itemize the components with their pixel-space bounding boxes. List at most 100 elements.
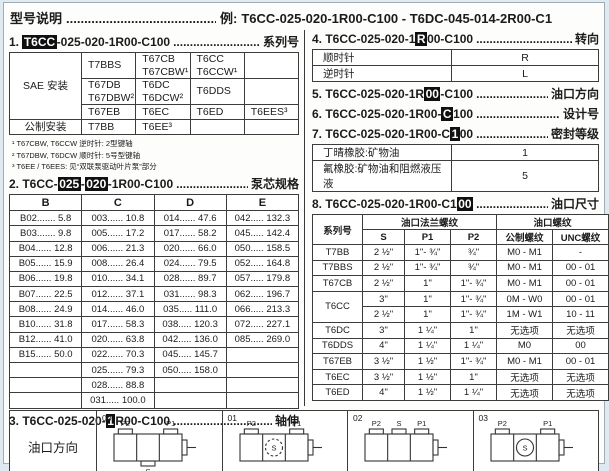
table-cell: 1" (450, 321, 497, 339)
table-cell: 020...... 66.0 (153, 240, 227, 257)
port-diagrams: 00 P2 P1 S 01 P2 P1 S 02 P2 S P1 03 P2 P1 S (97, 411, 598, 471)
table-row: B06...... 19.8 010...... 34.1 028...... 89… (8, 270, 300, 288)
section-heading-7: 7. T6CC-025-020-1R00-C 1 00 ..............… (312, 125, 599, 142)
model-code-text: 2. T6CC- (9, 177, 58, 192)
pump-outline-drawing: P2 P1 S (490, 419, 573, 462)
section-heading-2: 2. T6CC- 025-020 -1R00-C100 ..............… (9, 175, 299, 192)
model-code-text: -1R00-C100 (107, 177, 174, 192)
table-cell (8, 361, 83, 379)
table-row: 氟橡胶:矿物油和阻燃液压液 5 (312, 160, 599, 192)
table-row: T7BB 2 ½" 1"- ¾" ¾" M0 - M1- (312, 244, 609, 261)
series-cell: T67CB T67CBW¹ (135, 51, 191, 80)
table-cell: 2 ½" (362, 306, 405, 323)
table-cell: 003...... 10.8 (81, 210, 155, 227)
model-code-highlight: 00 (424, 87, 441, 101)
svg-text:S: S (146, 467, 151, 471)
table-cell: 057..... 179.8 (225, 270, 300, 288)
series-table: SAE 安装 T7BBS T67CB T67CBW¹ T6CC T6CCW¹ T… (9, 51, 300, 136)
table-cell: ¾" (450, 259, 497, 277)
svg-text:S: S (397, 419, 402, 428)
table-cell: 022...... 70.3 (81, 346, 155, 364)
svg-text:P1: P1 (417, 419, 426, 428)
table-cell: 052..... 164.8 (225, 255, 300, 272)
table-cell: 006...... 21.3 (81, 240, 155, 257)
table-row: B05...... 15.9 008...... 26.4 024...... 79… (8, 255, 300, 272)
svg-text:S: S (522, 444, 527, 453)
column-group-flange: 油口法兰螺纹 (362, 214, 497, 230)
model-code-highlight: 00 (456, 197, 474, 211)
table-cell: 050..... 158.5 (225, 240, 300, 257)
leader-dots: ........................................… (476, 197, 548, 211)
two-column-area: 1. T6CC -025-020-1R00-C100 ..............… (8, 30, 609, 428)
cartridge-size-table: B C D E B02....... 5.8 003...... 10.8 014.… (8, 194, 300, 409)
table-cell: T6EC (312, 368, 363, 386)
mount-metric-cell: 公制安装 (9, 119, 82, 136)
section-heading-8: 8. T6CC-025-020-1R00-C1 00 ..............… (312, 195, 599, 212)
table-row: B10...... 31.8 017...... 58.3 038..... 120… (8, 316, 300, 333)
table-cell: 3 ½" (362, 368, 405, 386)
svg-text:P2: P2 (372, 419, 381, 428)
table-cell: 无选项 (496, 321, 553, 339)
table-cell: 00 - 01 (551, 353, 609, 370)
table-cell: 1 (451, 144, 599, 161)
model-code-text: 6. T6CC-025-020-1R00- (312, 107, 442, 121)
table-header-row: B C D E (8, 194, 300, 212)
table-cell: 028...... 88.8 (81, 377, 155, 394)
table-cell: B03....... 9.8 (8, 225, 83, 242)
table-row: 028...... 88.8 (8, 377, 300, 394)
table-cell: T7BB (312, 244, 363, 261)
model-code-highlight: 020 (84, 177, 108, 192)
table-row: B08...... 24.9 014...... 46.0 035..... 111… (8, 301, 300, 318)
diagram-id: 02 (353, 413, 363, 423)
table-cell: 1"- ¾" (404, 244, 451, 261)
column-header-p1: P1 (404, 229, 451, 245)
leader-dots: ........................................… (173, 35, 260, 49)
left-column: 1. T6CC -025-020-1R00-C100 ..............… (8, 30, 305, 428)
page-content: 型号说明 ...................................… (3, 2, 609, 471)
table-cell: 014...... 47.6 (153, 210, 227, 227)
table-cell: M0 - M1 (496, 275, 553, 292)
seal-table: 丁晴橡胶:矿物油 1 氟橡胶:矿物油和阻燃液压液 5 (312, 144, 599, 192)
table-cell (225, 377, 300, 394)
table-cell: 无选项 (496, 384, 553, 401)
table-row: T6ED 4" 1 ½" 1 ¼" 无选项 无选项 (312, 384, 609, 401)
table-cell: 00 (551, 337, 609, 355)
section-heading-1: 1. T6CC -025-020-1R00-C100 ..............… (9, 33, 299, 50)
section-label-shaft: 轴伸 (274, 413, 299, 428)
table-cell: T6CC (312, 290, 363, 323)
model-code-highlight: R (415, 32, 428, 46)
example-model-numbers: T6CC-025-020-1R00-C100 - T6DC-045-014-2R… (241, 11, 553, 26)
port-diagram-01: 01 P2 P1 S (223, 411, 348, 471)
section-label-design-number: 设计号 (562, 107, 599, 121)
table-cell: 1 ¼" (404, 321, 451, 339)
table-cell: T6DC (312, 321, 363, 339)
table-cell (225, 392, 300, 409)
section-label-port-direction: 油口方向 (550, 87, 599, 101)
table-cell: 1"- ¾" (450, 306, 497, 323)
table-row: B03....... 9.8 005...... 17.2 017...... 58… (8, 225, 300, 242)
model-code-6: 6. T6CC-025-020-1R00- C 100 (312, 107, 473, 121)
column-header-b: B (8, 194, 83, 212)
table-cell: M0 - M1 (496, 244, 553, 261)
page-title-row: 型号说明 ...................................… (10, 8, 598, 27)
table-cell: B05...... 15.9 (8, 255, 83, 272)
pump-outline-drawing: P2 S P1 (364, 419, 448, 462)
table-cell: B07...... 22.5 (8, 286, 83, 303)
table-row: T67DB T67DBW² T6DC T6DCW² T6DDS (10, 78, 300, 106)
svg-text:P2: P2 (497, 419, 506, 428)
table-cell: 00 - 01 (551, 259, 609, 277)
model-code-1: 1. T6CC -025-020-1R00-C100 (9, 35, 170, 49)
series-cell (243, 78, 300, 106)
footnotes: ¹ T67CBW, T6CCW 逆时针: 2型键轴 ² T67DBW, T6DC… (12, 138, 299, 172)
table-cell: - (551, 244, 609, 261)
leader-dots: ........................................… (476, 87, 548, 101)
table-cell: 2 ½" (362, 259, 405, 277)
series-cell: T6DC T6DCW² (135, 78, 191, 106)
model-code-text: 3. T6CC-025-020- (9, 413, 106, 428)
pump-outline-drawing: P2 P1 S (113, 419, 197, 471)
footnote-3: ³ T6EE / T6EES: 见“双联泵驱动叶片泵”部分 (12, 161, 157, 171)
column-header-e: E (225, 194, 300, 212)
table-cell: 1"- ¾" (450, 290, 497, 308)
table-cell: 045..... 142.4 (225, 225, 300, 242)
table-cell: 1 ½" (404, 384, 451, 401)
